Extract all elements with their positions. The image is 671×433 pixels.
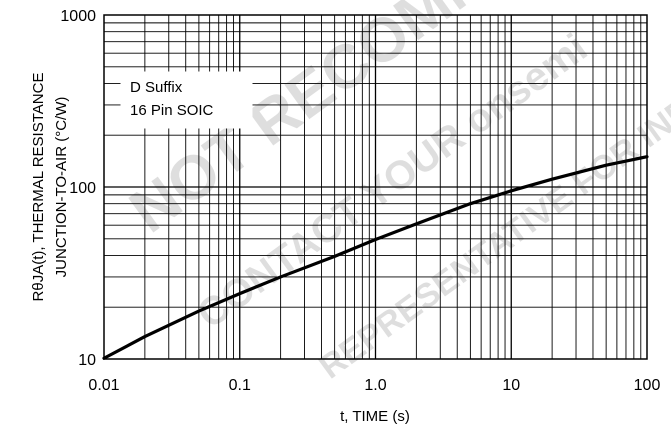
watermark: NOT RECOMMENDED FOR NEW DESIGNCONTACT YO… <box>118 0 671 386</box>
x-tick-label: 10 <box>502 377 520 394</box>
x-tick-label: 1.0 <box>364 377 386 394</box>
y-tick-label: 1000 <box>60 8 96 25</box>
x-tick-label: 0.1 <box>229 377 251 394</box>
y-tick-label: 10 <box>78 352 96 369</box>
x-axis-title: t, TIME (s) <box>340 408 410 425</box>
legend-entry: D Suffix <box>130 79 183 96</box>
y-axis-title: RθJA(t), THERMAL RESISTANCE JUNCTION-TO-A… <box>30 73 70 302</box>
y-tick-labels: 10 100 1000 <box>60 8 96 369</box>
x-tick-label: 0.01 <box>88 377 119 394</box>
legend-box <box>120 71 253 129</box>
legend-entry: 16 Pin SOIC <box>130 102 214 119</box>
y-axis-title-line-1: RθJA(t), THERMAL RESISTANCE <box>30 73 47 302</box>
x-tick-labels: 0.01 0.1 1.0 10 100 <box>88 377 660 394</box>
legend: D Suffix 16 Pin SOIC <box>120 71 253 129</box>
series-layer <box>102 155 649 360</box>
x-tick-label: 100 <box>634 377 661 394</box>
plot-frame <box>103 14 648 360</box>
y-axis-title-line-2: JUNCTION-TO-AIR (°C/W) <box>53 97 70 278</box>
grid <box>104 15 647 359</box>
y-tick-label: 100 <box>69 180 96 197</box>
series-line <box>102 155 649 360</box>
